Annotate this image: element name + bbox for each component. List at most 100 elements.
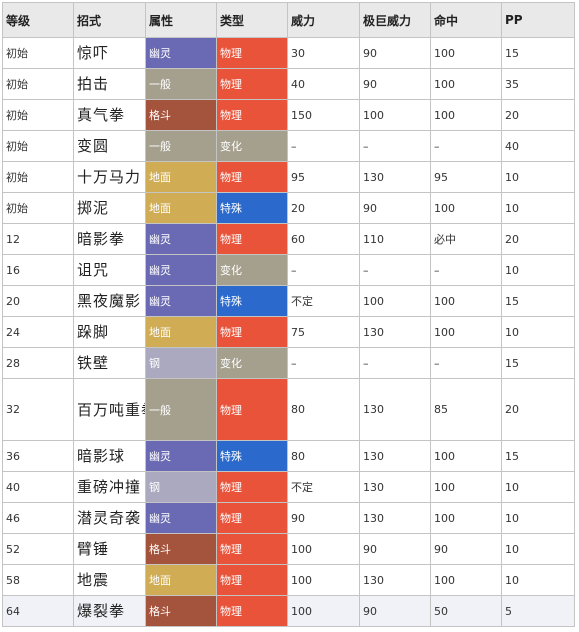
category-cell: 物理: [216, 99, 288, 131]
attribute-cell: 格斗: [145, 533, 217, 565]
max-power-cell: 90: [359, 68, 431, 100]
move-name-cell: 黑夜魔影: [73, 285, 146, 317]
move-name-cell: 重磅冲撞: [73, 471, 146, 503]
pp-cell: 20: [501, 223, 575, 255]
accuracy-cell: 100: [430, 37, 502, 69]
accuracy-cell: 必中: [430, 223, 502, 255]
attribute-cell: 幽灵: [145, 223, 217, 255]
pp-cell: 5: [501, 595, 575, 627]
accuracy-cell: –: [430, 254, 502, 286]
accuracy-cell: 100: [430, 192, 502, 224]
max-power-cell: 110: [359, 223, 431, 255]
pp-cell: 10: [501, 254, 575, 286]
power-cell: 100: [287, 564, 360, 596]
pp-cell: 10: [501, 564, 575, 596]
level-cell: 24: [2, 316, 74, 348]
attribute-cell: 幽灵: [145, 440, 217, 472]
move-name-cell: 暗影球: [73, 440, 146, 472]
header-category: 类型: [216, 2, 288, 38]
max-power-cell: 130: [359, 471, 431, 503]
category-cell: 变化: [216, 347, 288, 379]
max-power-cell: –: [359, 130, 431, 162]
attribute-cell: 地面: [145, 161, 217, 193]
accuracy-cell: –: [430, 130, 502, 162]
level-cell: 初始: [2, 192, 74, 224]
power-cell: –: [287, 347, 360, 379]
max-power-cell: 90: [359, 37, 431, 69]
pp-cell: 40: [501, 130, 575, 162]
accuracy-cell: 100: [430, 502, 502, 534]
max-power-cell: –: [359, 347, 431, 379]
attribute-cell: 格斗: [145, 99, 217, 131]
max-power-cell: 90: [359, 192, 431, 224]
attribute-cell: 钢: [145, 347, 217, 379]
pp-cell: 10: [501, 192, 575, 224]
move-name-cell: 真气拳: [73, 99, 146, 131]
max-power-cell: 130: [359, 378, 431, 441]
power-cell: 100: [287, 533, 360, 565]
level-cell: 20: [2, 285, 74, 317]
accuracy-cell: 85: [430, 378, 502, 441]
accuracy-cell: 100: [430, 471, 502, 503]
header-row: 等级 招式 属性 类型 威力 极巨威力 命中 PP: [2, 2, 575, 38]
pp-cell: 15: [501, 37, 575, 69]
attribute-cell: 地面: [145, 192, 217, 224]
move-name-cell: 掷泥: [73, 192, 146, 224]
max-power-cell: 130: [359, 440, 431, 472]
table-row: 20 黑夜魔影 幽灵 特殊 不定 100 100 15: [2, 285, 575, 317]
max-power-cell: 130: [359, 502, 431, 534]
attribute-cell: 幽灵: [145, 502, 217, 534]
header-pp: PP: [501, 2, 575, 38]
pp-cell: 20: [501, 99, 575, 131]
level-cell: 初始: [2, 161, 74, 193]
table-row: 12 暗影拳 幽灵 物理 60 110 必中 20: [2, 223, 575, 255]
accuracy-cell: 100: [430, 440, 502, 472]
table-row: 52 臂锤 格斗 物理 100 90 90 10: [2, 533, 575, 565]
max-power-cell: 130: [359, 564, 431, 596]
level-cell: 58: [2, 564, 74, 596]
pp-cell: 35: [501, 68, 575, 100]
power-cell: 80: [287, 440, 360, 472]
table-row: 初始 掷泥 地面 特殊 20 90 100 10: [2, 192, 575, 224]
power-cell: –: [287, 254, 360, 286]
accuracy-cell: 90: [430, 533, 502, 565]
accuracy-cell: 100: [430, 68, 502, 100]
table-row: 初始 十万马力 地面 物理 95 130 95 10: [2, 161, 575, 193]
attribute-cell: 一般: [145, 130, 217, 162]
table-row: 36 暗影球 幽灵 特殊 80 130 100 15: [2, 440, 575, 472]
power-cell: 100: [287, 595, 360, 627]
power-cell: 不定: [287, 471, 360, 503]
table-row: 46 潜灵奇袭 幽灵 物理 90 130 100 10: [2, 502, 575, 534]
move-name-cell: 地震: [73, 564, 146, 596]
max-power-cell: –: [359, 254, 431, 286]
move-name-cell: 臂锤: [73, 533, 146, 565]
attribute-cell: 地面: [145, 316, 217, 348]
accuracy-cell: 95: [430, 161, 502, 193]
table-row: 初始 惊吓 幽灵 物理 30 90 100 15: [2, 37, 575, 69]
power-cell: 80: [287, 378, 360, 441]
level-cell: 初始: [2, 130, 74, 162]
pp-cell: 10: [501, 316, 575, 348]
header-attribute: 属性: [145, 2, 217, 38]
move-name-cell: 潜灵奇袭: [73, 502, 146, 534]
category-cell: 物理: [216, 316, 288, 348]
category-cell: 特殊: [216, 192, 288, 224]
power-cell: 40: [287, 68, 360, 100]
attribute-cell: 一般: [145, 68, 217, 100]
category-cell: 物理: [216, 595, 288, 627]
power-cell: 90: [287, 502, 360, 534]
attribute-cell: 幽灵: [145, 254, 217, 286]
level-cell: 初始: [2, 99, 74, 131]
table-row: 40 重磅冲撞钢物理 不定 130 100 10: [2, 471, 575, 503]
pp-cell: 10: [501, 471, 575, 503]
level-cell: 初始: [2, 37, 74, 69]
move-name-cell: 跺脚: [73, 316, 146, 348]
level-cell: 40: [2, 471, 74, 503]
attribute-cell: 一般: [145, 378, 217, 441]
move-name-cell: 诅咒: [73, 254, 146, 286]
category-cell: 物理: [216, 161, 288, 193]
move-name-cell: 铁壁: [73, 347, 146, 379]
table-body: 初始 惊吓 幽灵 物理 30 90 100 15 初始 拍击 一般 物理 40 90 100 35 初始 真气拳格…: [2, 37, 575, 627]
pp-cell: 15: [501, 347, 575, 379]
pp-cell: 10: [501, 161, 575, 193]
